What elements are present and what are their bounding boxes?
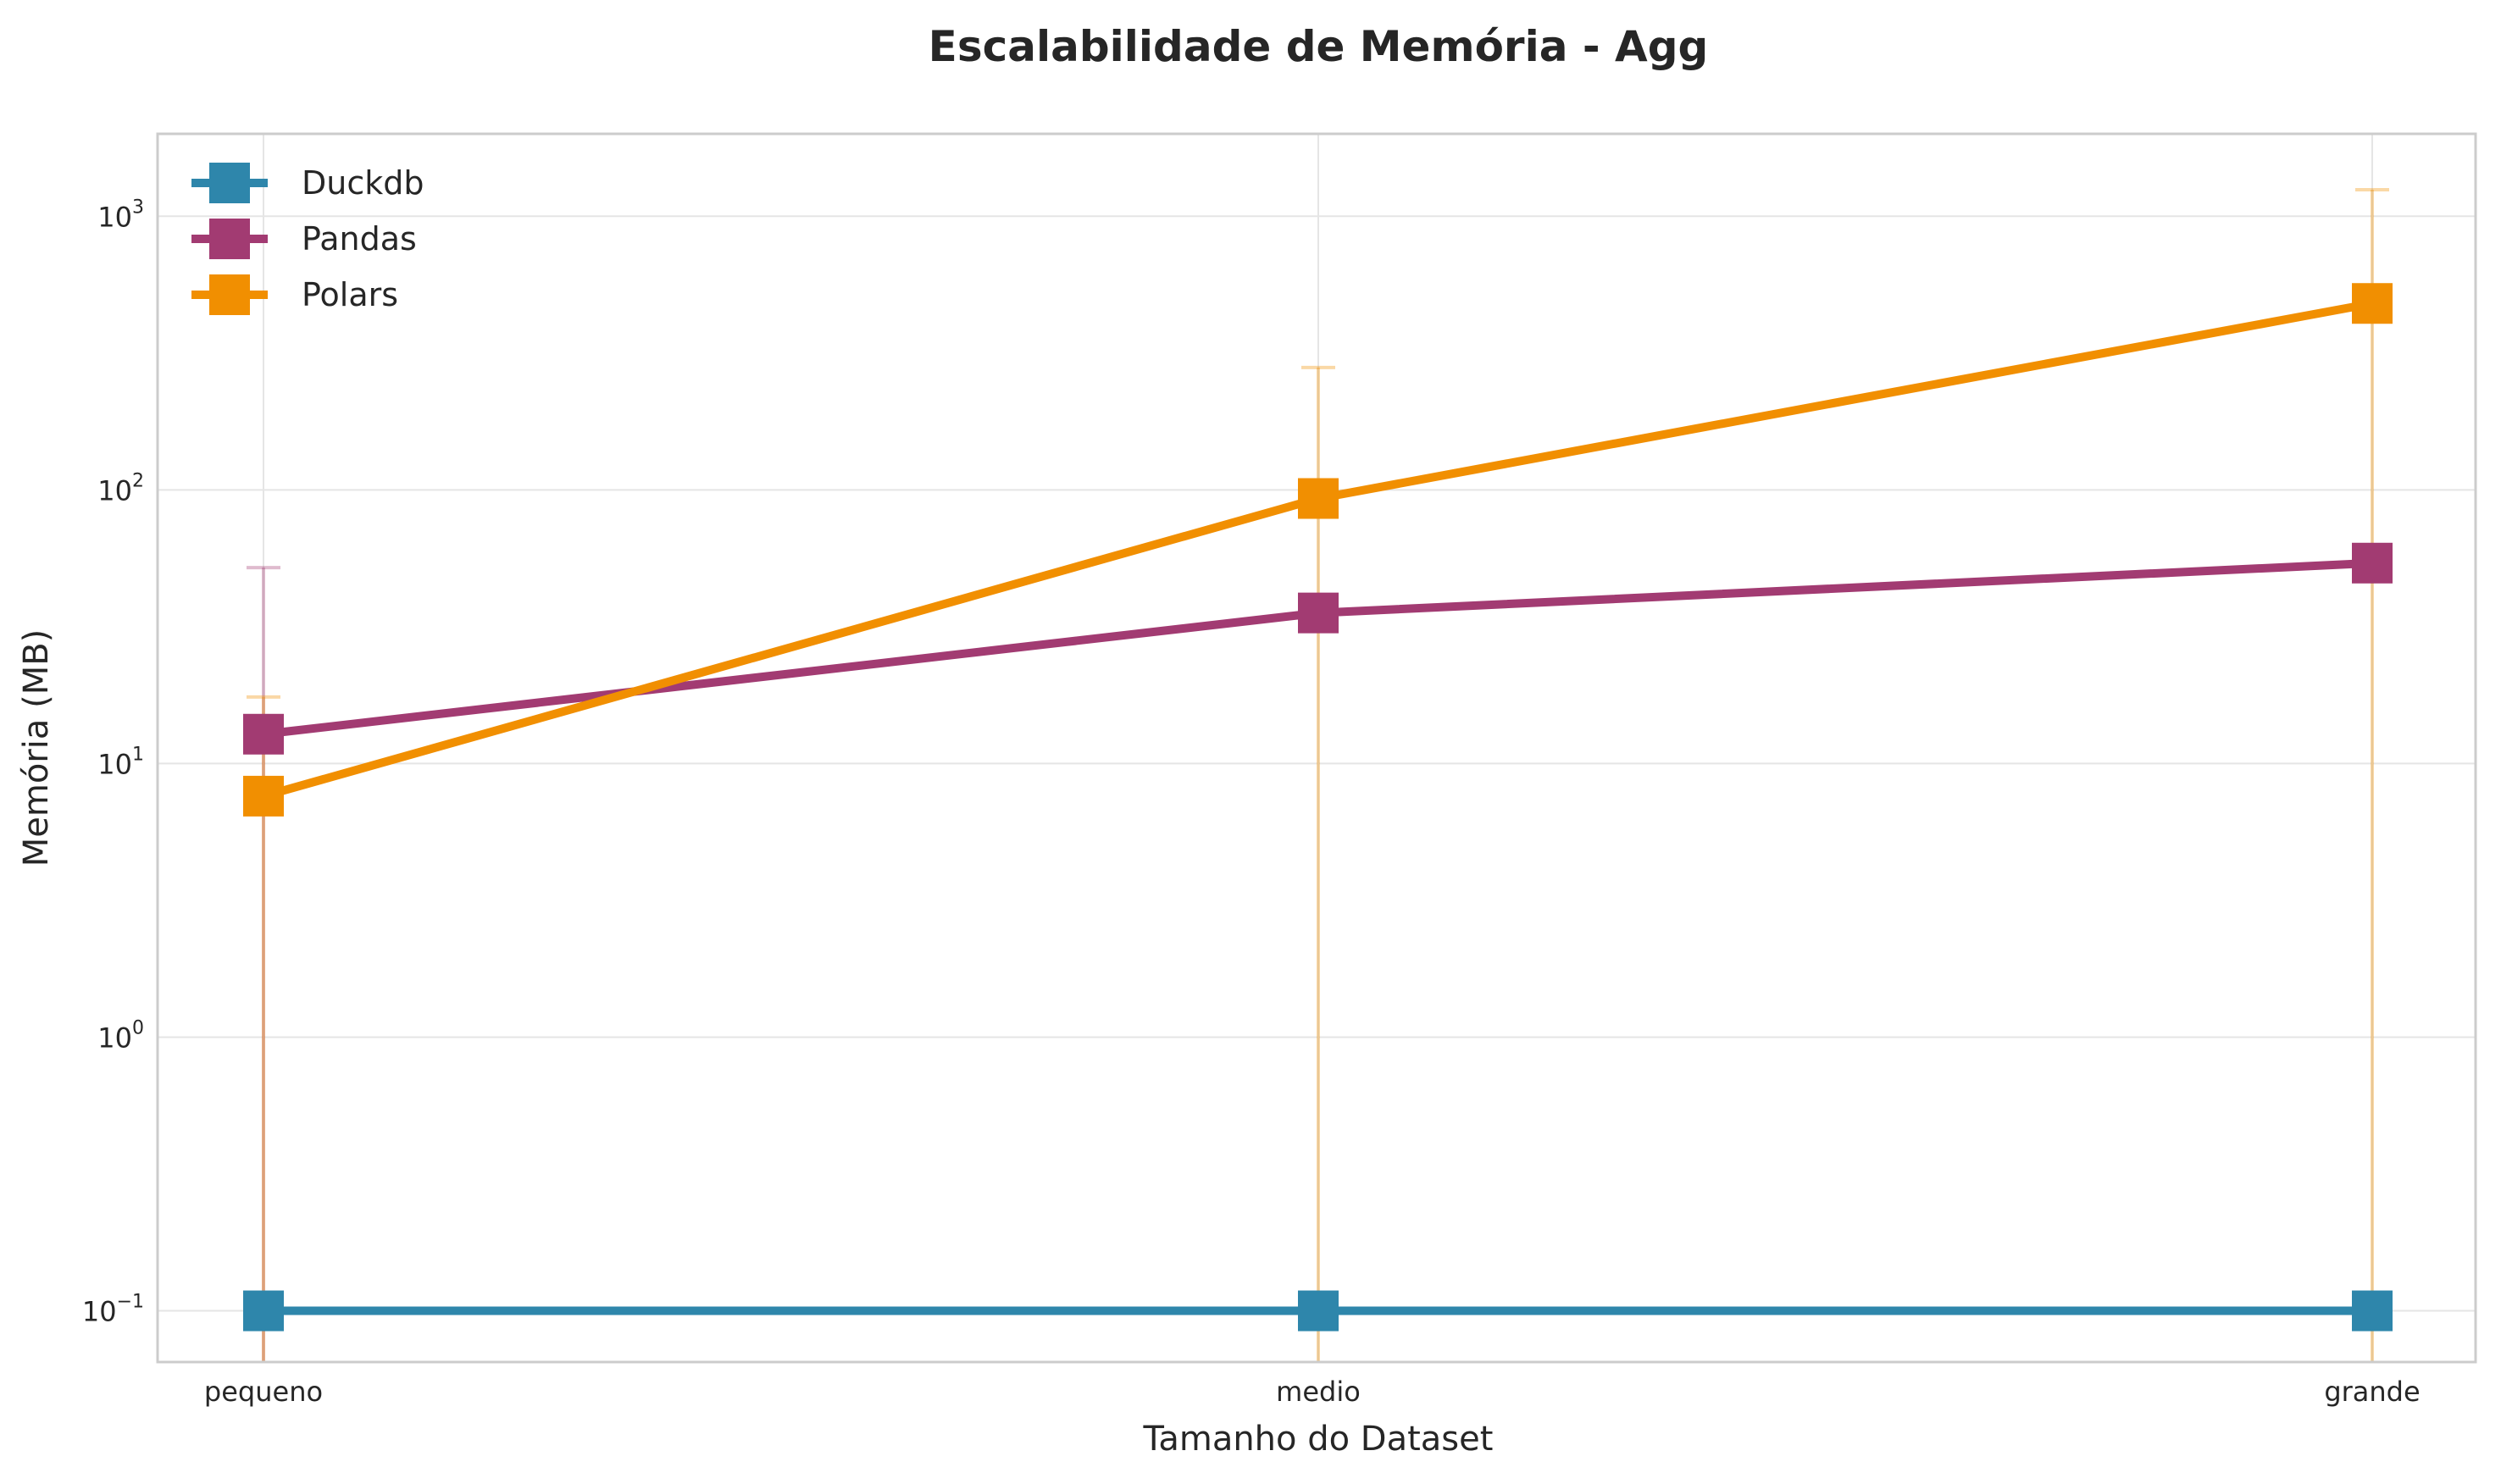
y-tick-0: 10−1 [82, 1292, 144, 1328]
legend-marker-duckdb [209, 163, 250, 203]
x-axis-label: Tamanho do Dataset [1143, 1420, 1494, 1459]
legend: Duckdb Pandas Polars [191, 163, 424, 315]
marker-pandas-grande [2352, 542, 2393, 584]
x-tick-pequeno: pequeno [204, 1376, 323, 1408]
legend-label-duckdb: Duckdb [302, 164, 424, 202]
marker-duckdb-pequeno [243, 1290, 284, 1332]
legend-label-polars: Polars [302, 276, 398, 313]
x-tick-labels: pequeno medio grande [204, 1376, 2421, 1408]
marker-duckdb-grande [2352, 1290, 2393, 1332]
y-axis-label: Memória (MB) [17, 629, 56, 867]
y-tick-2: 101 [97, 744, 144, 780]
marker-polars-medio [1298, 478, 1339, 519]
y-tick-1: 100 [97, 1017, 144, 1054]
marker-pandas-medio [1298, 592, 1339, 634]
series-markers [243, 283, 2393, 1332]
x-tick-grande: grande [2324, 1376, 2420, 1408]
marker-polars-pequeno [243, 775, 284, 817]
legend-marker-pandas [209, 219, 250, 259]
plot-frame [156, 132, 2477, 1364]
x-tick-medio: medio [1276, 1376, 1361, 1408]
marker-duckdb-medio [1298, 1290, 1339, 1332]
y-tick-4: 103 [97, 197, 144, 233]
legend-label-pandas: Pandas [302, 220, 417, 257]
chart-title: Escalabilidade de Memória - Agg [929, 22, 1709, 71]
y-tick-3: 102 [97, 470, 144, 507]
marker-polars-grande [2352, 283, 2393, 324]
y-tick-labels: 10−1 100 101 102 103 [82, 197, 144, 1327]
legend-marker-polars [209, 274, 250, 315]
marker-pandas-pequeno [243, 713, 284, 755]
